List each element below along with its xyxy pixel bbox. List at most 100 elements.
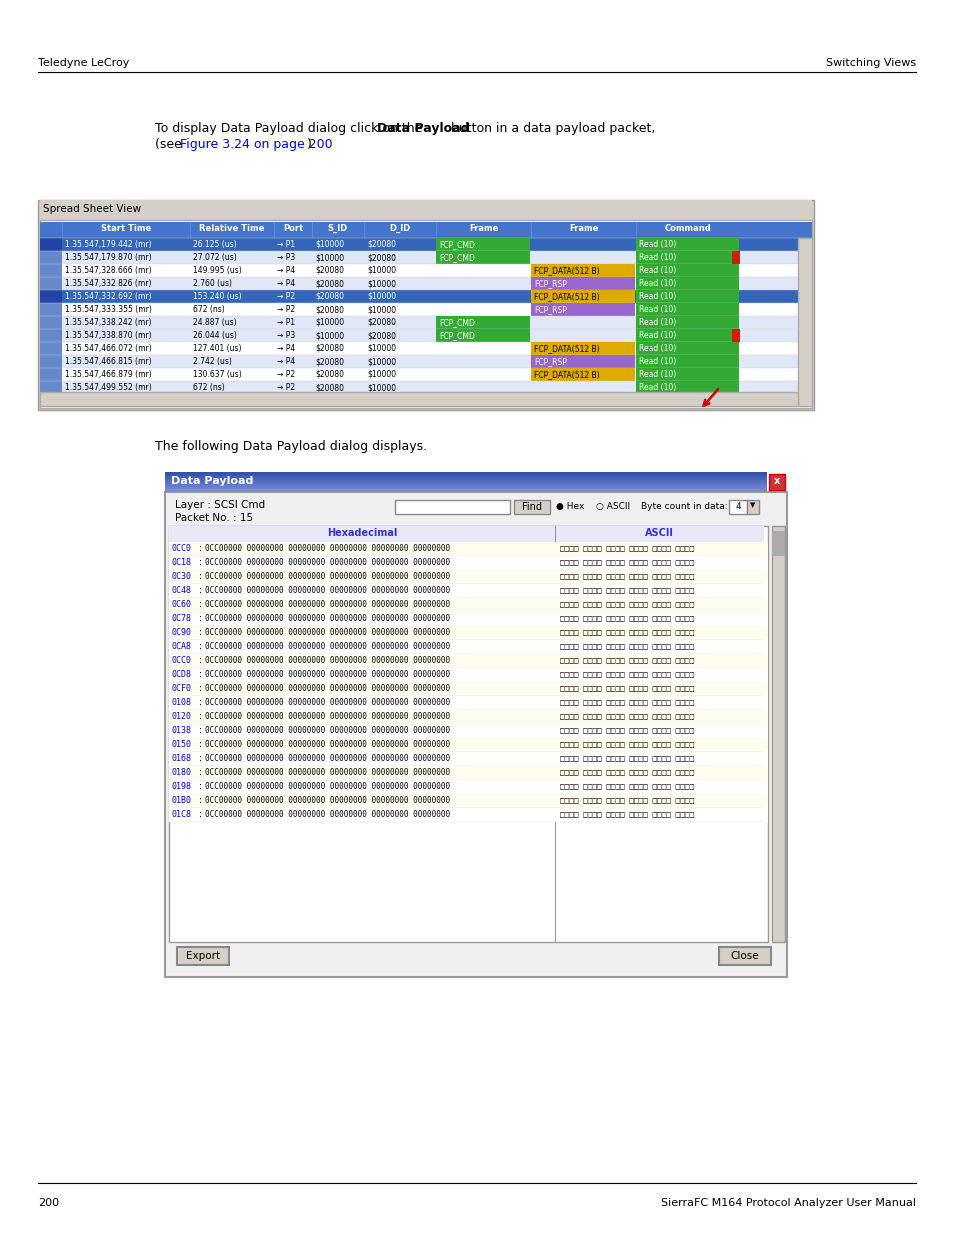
Text: FCP_RSP: FCP_RSP xyxy=(534,279,566,288)
Bar xyxy=(636,303,739,316)
Text: FCP_CMD: FCP_CMD xyxy=(438,253,475,262)
Bar xyxy=(62,329,811,342)
Text: 672 (ns): 672 (ns) xyxy=(193,305,225,314)
Text: 0CC00000 00000000 00000000 00000000 00000000 00000000: 0CC00000 00000000 00000000 00000000 0000… xyxy=(205,755,450,763)
Bar xyxy=(40,200,811,216)
Text: Read (10): Read (10) xyxy=(639,305,676,314)
Text: Read (10): Read (10) xyxy=(639,317,676,327)
Text: FCP_DATA(512 B): FCP_DATA(512 B) xyxy=(534,291,599,301)
Text: 0CC00000 00000000 00000000 00000000 00000000 00000000: 0CC00000 00000000 00000000 00000000 0000… xyxy=(205,572,450,580)
Bar xyxy=(38,200,813,410)
Text: x: x xyxy=(773,475,780,487)
Text: The following Data Payload dialog displays.: The following Data Payload dialog displa… xyxy=(154,440,427,453)
Text: $20080: $20080 xyxy=(314,305,344,314)
Text: FCP_DATA(512 B): FCP_DATA(512 B) xyxy=(534,370,599,379)
Text: FCP_CMD: FCP_CMD xyxy=(438,331,475,340)
Text: 1.35.547,328.666 (mr): 1.35.547,328.666 (mr) xyxy=(65,266,152,275)
Text: $10000: $10000 xyxy=(367,370,395,379)
Text: 1.35.547,332.692 (mr): 1.35.547,332.692 (mr) xyxy=(65,291,152,301)
Text: 0CC00000 00000000 00000000 00000000 00000000 00000000: 0CC00000 00000000 00000000 00000000 0000… xyxy=(205,768,450,777)
Text: 1.35.547,466.072 (mr): 1.35.547,466.072 (mr) xyxy=(65,345,152,353)
Text: $10000: $10000 xyxy=(367,305,395,314)
Text: 0150: 0150 xyxy=(172,740,192,748)
Text: 0CC00000 00000000 00000000 00000000 00000000 00000000: 0CC00000 00000000 00000000 00000000 0000… xyxy=(205,713,450,721)
Text: → P2: → P2 xyxy=(276,383,294,391)
Bar xyxy=(40,354,62,368)
Bar xyxy=(40,220,811,408)
Bar xyxy=(169,710,767,724)
Text: 0CC0: 0CC0 xyxy=(172,656,192,664)
Text: Read (10): Read (10) xyxy=(639,266,676,275)
Text: FCP_DATA(512 B): FCP_DATA(512 B) xyxy=(534,266,599,275)
Text: $20080: $20080 xyxy=(314,291,344,301)
Text: → P4: → P4 xyxy=(276,345,294,353)
Text: 0CD8: 0CD8 xyxy=(172,671,192,679)
Bar xyxy=(636,290,739,303)
Text: → P1: → P1 xyxy=(276,240,294,249)
Bar xyxy=(771,526,784,942)
Bar xyxy=(40,342,62,354)
Text: :: : xyxy=(198,726,203,735)
Text: Port: Port xyxy=(283,224,303,233)
Text: → P3: → P3 xyxy=(276,253,294,262)
Bar xyxy=(62,394,811,408)
Bar xyxy=(636,342,739,354)
Bar xyxy=(40,391,797,406)
Bar xyxy=(169,781,767,794)
Text: $20080: $20080 xyxy=(367,396,395,405)
Text: Export: Export xyxy=(186,951,220,961)
Text: 1.35.547,333.355 (mr): 1.35.547,333.355 (mr) xyxy=(65,305,152,314)
Text: Read (10): Read (10) xyxy=(639,357,676,366)
Text: :: : xyxy=(198,671,203,679)
Bar xyxy=(169,598,767,613)
Bar xyxy=(62,238,811,251)
Text: 0C48: 0C48 xyxy=(172,585,192,595)
Bar xyxy=(62,264,811,277)
Bar xyxy=(436,394,530,408)
Bar xyxy=(169,655,767,668)
Text: :: : xyxy=(198,740,203,748)
Text: :: : xyxy=(198,684,203,693)
Bar xyxy=(62,277,811,290)
Text: Read (10): Read (10) xyxy=(639,383,676,391)
Text: 0CC00000 00000000 00000000 00000000 00000000 00000000: 0CC00000 00000000 00000000 00000000 0000… xyxy=(205,782,450,790)
Text: 0CC00000 00000000 00000000 00000000 00000000 00000000: 0CC00000 00000000 00000000 00000000 0000… xyxy=(205,698,450,706)
Bar xyxy=(731,251,740,264)
Bar xyxy=(169,571,767,584)
Text: → P4: → P4 xyxy=(276,266,294,275)
Text: 1.35.547,338.242 (mr): 1.35.547,338.242 (mr) xyxy=(65,317,152,327)
Bar xyxy=(436,251,530,264)
Bar xyxy=(62,382,811,394)
Text: $20080: $20080 xyxy=(314,357,344,366)
Text: :: : xyxy=(198,713,203,721)
Text: :: : xyxy=(198,629,203,637)
Text: → P4: → P4 xyxy=(276,279,294,288)
Bar xyxy=(169,613,767,626)
Bar xyxy=(169,526,767,942)
Text: Read (10): Read (10) xyxy=(639,291,676,301)
Text: 2.742 (us): 2.742 (us) xyxy=(193,357,232,366)
Text: □□□□ □□□□ □□□□ □□□□ □□□□ □□□□: □□□□ □□□□ □□□□ □□□□ □□□□ □□□□ xyxy=(559,543,694,553)
Text: Read (10): Read (10) xyxy=(639,331,676,340)
Text: □□□□ □□□□ □□□□ □□□□ □□□□ □□□□: □□□□ □□□□ □□□□ □□□□ □□□□ □□□□ xyxy=(559,585,694,595)
Bar xyxy=(62,368,811,382)
Text: Read (10): Read (10) xyxy=(639,240,676,249)
Text: □□□□ □□□□ □□□□ □□□□ □□□□ □□□□: □□□□ □□□□ □□□□ □□□□ □□□□ □□□□ xyxy=(559,740,694,748)
Text: Read (10): Read (10) xyxy=(639,345,676,353)
Text: $10000: $10000 xyxy=(367,279,395,288)
Text: □□□□ □□□□ □□□□ □□□□ □□□□ □□□□: □□□□ □□□□ □□□□ □□□□ □□□□ □□□□ xyxy=(559,755,694,763)
Text: 0138: 0138 xyxy=(172,726,192,735)
Text: → P4: → P4 xyxy=(276,357,294,366)
Text: □□□□ □□□□ □□□□ □□□□ □□□□ □□□□: □□□□ □□□□ □□□□ □□□□ □□□□ □□□□ xyxy=(559,698,694,706)
Text: → P1: → P1 xyxy=(276,317,294,327)
Text: ● Hex: ● Hex xyxy=(556,501,584,511)
Text: → P2: → P2 xyxy=(276,291,294,301)
Text: D_ID: D_ID xyxy=(389,224,410,233)
Bar xyxy=(636,368,739,382)
Bar xyxy=(436,329,530,342)
Text: 0168: 0168 xyxy=(172,755,192,763)
Text: 0CC00000 00000000 00000000 00000000 00000000 00000000: 0CC00000 00000000 00000000 00000000 0000… xyxy=(205,797,450,805)
Text: 0198: 0198 xyxy=(172,782,192,790)
Text: Frame: Frame xyxy=(568,224,598,233)
Bar xyxy=(169,766,767,781)
